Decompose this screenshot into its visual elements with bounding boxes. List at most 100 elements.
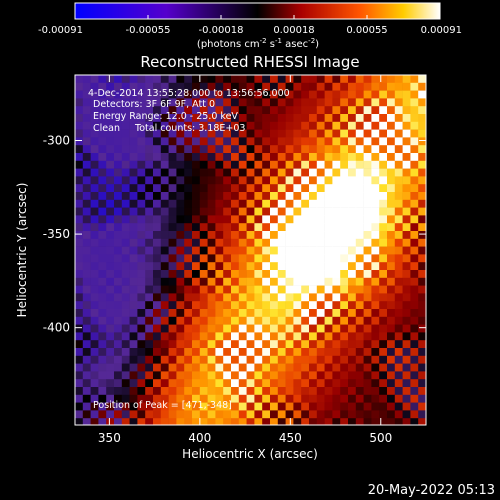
heatmap-pixel: [402, 238, 411, 247]
heatmap-pixel: [402, 277, 411, 286]
heatmap-pixel: [418, 277, 426, 286]
heatmap-pixel: [98, 192, 107, 201]
heatmap-pixel: [379, 176, 388, 185]
heatmap-pixel: [176, 340, 185, 349]
heatmap-pixel: [332, 223, 341, 232]
heatmap-pixel: [207, 184, 216, 193]
heatmap-pixel: [160, 348, 169, 357]
colorbar-tick-label: 0.00091: [421, 25, 462, 36]
heatmap-pixel: [207, 231, 216, 240]
heatmap-pixel: [145, 168, 154, 177]
heatmap-pixel: [114, 98, 123, 107]
heatmap-pixel: [90, 324, 99, 333]
heatmap-pixel: [192, 379, 201, 388]
heatmap-pixel: [371, 402, 380, 411]
heatmap-pixel: [402, 75, 411, 84]
heatmap-pixel: [121, 316, 130, 325]
heatmap-pixel: [387, 340, 396, 349]
heatmap-pixel: [223, 332, 232, 341]
heatmap-pixel: [98, 121, 107, 130]
heatmap-pixel: [238, 355, 247, 364]
heatmap-pixel: [285, 316, 294, 325]
heatmap-pixel: [168, 168, 177, 177]
heatmap-pixel: [340, 316, 349, 325]
heatmap-pixel: [137, 309, 146, 318]
heatmap-pixel: [410, 301, 419, 310]
heatmap-pixel: [410, 129, 419, 138]
heatmap-pixel: [75, 75, 84, 84]
heatmap-pixel: [371, 129, 380, 138]
heatmap-pixel: [293, 184, 302, 193]
heatmap-pixel: [106, 75, 115, 84]
heatmap-pixel: [285, 207, 294, 216]
heatmap-pixel: [324, 184, 333, 193]
heatmap-pixel: [379, 114, 388, 123]
heatmap-pixel: [246, 301, 255, 310]
heatmap-pixel: [262, 332, 271, 341]
heatmap-pixel: [270, 238, 279, 247]
heatmap-pixel: [340, 199, 349, 208]
heatmap-pixel: [129, 121, 138, 130]
heatmap-pixel: [387, 316, 396, 325]
heatmap-pixel: [309, 121, 318, 130]
heatmap-pixel: [324, 285, 333, 294]
heatmap-pixel: [355, 160, 364, 169]
heatmap-pixel: [340, 410, 349, 419]
heatmap-pixel: [184, 176, 193, 185]
heatmap-pixel: [394, 340, 403, 349]
heatmap-pixel: [324, 402, 333, 411]
heatmap-pixel: [153, 410, 162, 419]
heatmap-pixel: [145, 285, 154, 294]
y-tick-label: -400: [43, 321, 70, 335]
heatmap-pixel: [184, 402, 193, 411]
heatmap-pixel: [402, 137, 411, 146]
heatmap-pixel: [98, 324, 107, 333]
heatmap-pixel: [277, 160, 286, 169]
heatmap-pixel: [184, 410, 193, 419]
heatmap-pixel: [129, 238, 138, 247]
heatmap-pixel: [223, 168, 232, 177]
heatmap-pixel: [114, 379, 123, 388]
heatmap-pixel: [129, 262, 138, 271]
heatmap-pixel: [309, 418, 318, 425]
heatmap-pixel: [355, 324, 364, 333]
heatmap-pixel: [207, 145, 216, 154]
heatmap-pixel: [106, 394, 115, 403]
heatmap-pixel: [363, 153, 372, 162]
heatmap-pixel: [199, 145, 208, 154]
heatmap-pixel: [402, 153, 411, 162]
heatmap-pixel: [199, 285, 208, 294]
heatmap-pixel: [371, 137, 380, 146]
heatmap-pixel: [238, 207, 247, 216]
heatmap-pixel: [75, 168, 84, 177]
heatmap-pixel: [192, 238, 201, 247]
heatmap-pixel: [121, 262, 130, 271]
heatmap-pixel: [394, 387, 403, 396]
heatmap-pixel: [137, 114, 146, 123]
heatmap-pixel: [348, 82, 357, 91]
heatmap-pixel: [246, 223, 255, 232]
heatmap-pixel: [379, 316, 388, 325]
heatmap-pixel: [309, 332, 318, 341]
heatmap-pixel: [223, 309, 232, 318]
heatmap-pixel: [90, 348, 99, 357]
heatmap-pixel: [215, 316, 224, 325]
heatmap-pixel: [168, 418, 177, 425]
heatmap-pixel: [238, 270, 247, 279]
heatmap-pixel: [355, 215, 364, 224]
heatmap-pixel: [106, 293, 115, 302]
heatmap-pixel: [355, 145, 364, 154]
heatmap-pixel: [153, 246, 162, 255]
heatmap-pixel: [231, 75, 240, 84]
heatmap-pixel: [316, 121, 325, 130]
heatmap-pixel: [199, 371, 208, 380]
heatmap-pixel: [223, 262, 232, 271]
heatmap-pixel: [402, 340, 411, 349]
heatmap-pixel: [137, 363, 146, 372]
heatmap-pixel: [75, 363, 84, 372]
heatmap-pixel: [129, 90, 138, 99]
heatmap-pixel: [114, 410, 123, 419]
heatmap-pixel: [285, 145, 294, 154]
heatmap-pixel: [160, 199, 169, 208]
heatmap-pixel: [262, 410, 271, 419]
